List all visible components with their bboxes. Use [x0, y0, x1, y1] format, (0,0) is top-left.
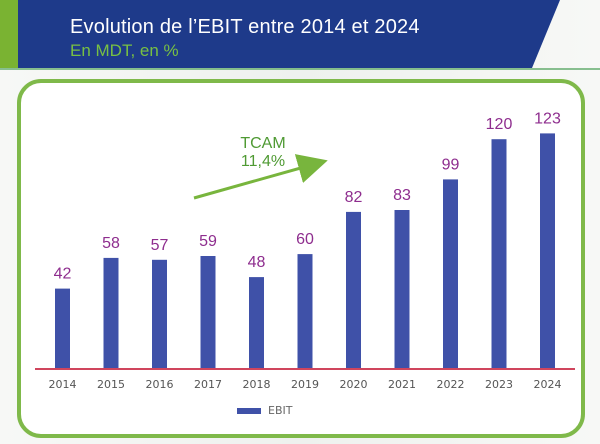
- x-tick-2019: 2019: [291, 378, 319, 391]
- banner-underline: [0, 68, 600, 70]
- bar-2016: [152, 259, 167, 369]
- bar-2019: [297, 254, 313, 369]
- bar-2022: [443, 179, 458, 369]
- data-label-2021: 83: [393, 187, 411, 204]
- x-tick-2015: 2015: [97, 378, 125, 391]
- legend-label-ebit: EBIT: [268, 404, 293, 417]
- chart-title: Evolution de l’EBIT entre 2014 et 2024: [70, 16, 420, 38]
- x-tick-2016: 2016: [146, 378, 174, 391]
- x-tick-2021: 2021: [388, 378, 416, 391]
- labels-layer: 42 58 57 59 48 60 82 83 99 120 123: [54, 110, 561, 282]
- data-label-2020: 82: [345, 189, 363, 206]
- legend: EBIT: [237, 404, 292, 417]
- bar-2021: [394, 210, 410, 369]
- bar-2023: [491, 139, 507, 369]
- data-label-2016: 57: [151, 237, 169, 254]
- bar-2015: [103, 257, 119, 369]
- data-label-2023: 120: [486, 116, 513, 133]
- cagr-annotation: TCAM 11,4%: [228, 135, 298, 171]
- cagr-value: 11,4%: [240, 153, 286, 170]
- x-tick-2023: 2023: [485, 378, 513, 391]
- x-tick-2024: 2024: [534, 378, 562, 391]
- x-tick-2017: 2017: [194, 378, 222, 391]
- bar-2017: [200, 256, 216, 369]
- x-tick-2020: 2020: [340, 378, 368, 391]
- data-label-2022: 99: [442, 156, 460, 173]
- banner-accent: [0, 0, 18, 68]
- data-label-2018: 48: [248, 254, 266, 271]
- bar-2014: [55, 288, 70, 369]
- bar-2020: [346, 211, 361, 369]
- cagr-arrow-icon: [193, 154, 328, 200]
- data-label-2015: 58: [102, 235, 120, 252]
- bars-layer: [55, 133, 555, 369]
- data-label-2017: 59: [199, 233, 217, 250]
- ticks-layer: 2014 2015 2016 2017 2018 2019 2020 2021 2022 2023…: [35, 368, 575, 391]
- chart-subtitle: En MDT, en %: [70, 41, 179, 60]
- data-label-2014: 42: [54, 266, 72, 283]
- data-label-2024: 123: [534, 110, 561, 127]
- x-tick-2018: 2018: [243, 378, 271, 391]
- bar-2024: [540, 133, 555, 369]
- annotation-layer: [193, 154, 328, 200]
- data-label-2019: 60: [296, 231, 314, 248]
- title-banner: [0, 0, 560, 68]
- legend-swatch-ebit: [237, 407, 261, 414]
- x-tick-2014: 2014: [49, 378, 77, 391]
- cagr-label: TCAM: [240, 135, 286, 152]
- x-tick-2022: 2022: [437, 378, 465, 391]
- bar-2018: [249, 277, 264, 369]
